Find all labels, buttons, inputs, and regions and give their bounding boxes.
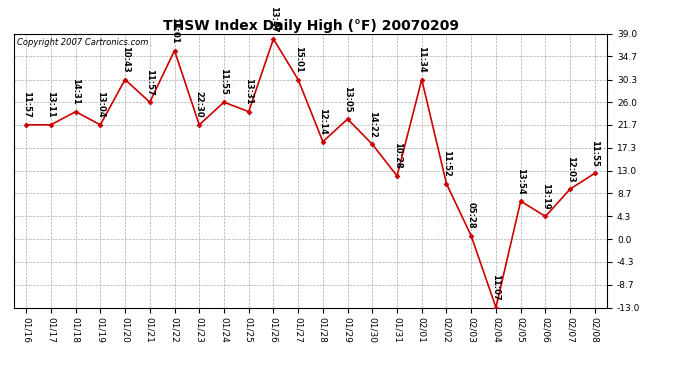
Text: 11:57: 11:57 bbox=[146, 69, 155, 95]
Text: 12:03: 12:03 bbox=[566, 156, 575, 182]
Text: 13:31: 13:31 bbox=[244, 78, 253, 105]
Text: Copyright 2007 Cartronics.com: Copyright 2007 Cartronics.com bbox=[17, 38, 148, 47]
Text: 10:43: 10:43 bbox=[121, 46, 130, 73]
Text: 14:31: 14:31 bbox=[71, 78, 80, 105]
Text: 13:04: 13:04 bbox=[96, 92, 105, 118]
Text: 11:52: 11:52 bbox=[442, 150, 451, 177]
Text: 11:55: 11:55 bbox=[219, 69, 228, 95]
Text: 14:22: 14:22 bbox=[368, 111, 377, 138]
Title: THSW Index Daily High (°F) 20070209: THSW Index Daily High (°F) 20070209 bbox=[163, 19, 458, 33]
Text: 11:55: 11:55 bbox=[591, 140, 600, 166]
Text: 13:54: 13:54 bbox=[516, 168, 525, 194]
Text: 10:28: 10:28 bbox=[393, 142, 402, 169]
Text: 13:01: 13:01 bbox=[170, 17, 179, 44]
Text: 11:07: 11:07 bbox=[491, 274, 500, 301]
Text: 13:19: 13:19 bbox=[541, 183, 550, 210]
Text: 12:14: 12:14 bbox=[318, 108, 327, 135]
Text: 11:57: 11:57 bbox=[21, 91, 30, 118]
Text: 13:47: 13:47 bbox=[269, 6, 278, 32]
Text: 13:11: 13:11 bbox=[46, 91, 55, 118]
Text: 05:28: 05:28 bbox=[466, 202, 475, 229]
Text: 15:01: 15:01 bbox=[294, 46, 303, 73]
Text: 11:34: 11:34 bbox=[417, 46, 426, 73]
Text: 13:05: 13:05 bbox=[343, 86, 352, 112]
Text: 22:30: 22:30 bbox=[195, 92, 204, 118]
